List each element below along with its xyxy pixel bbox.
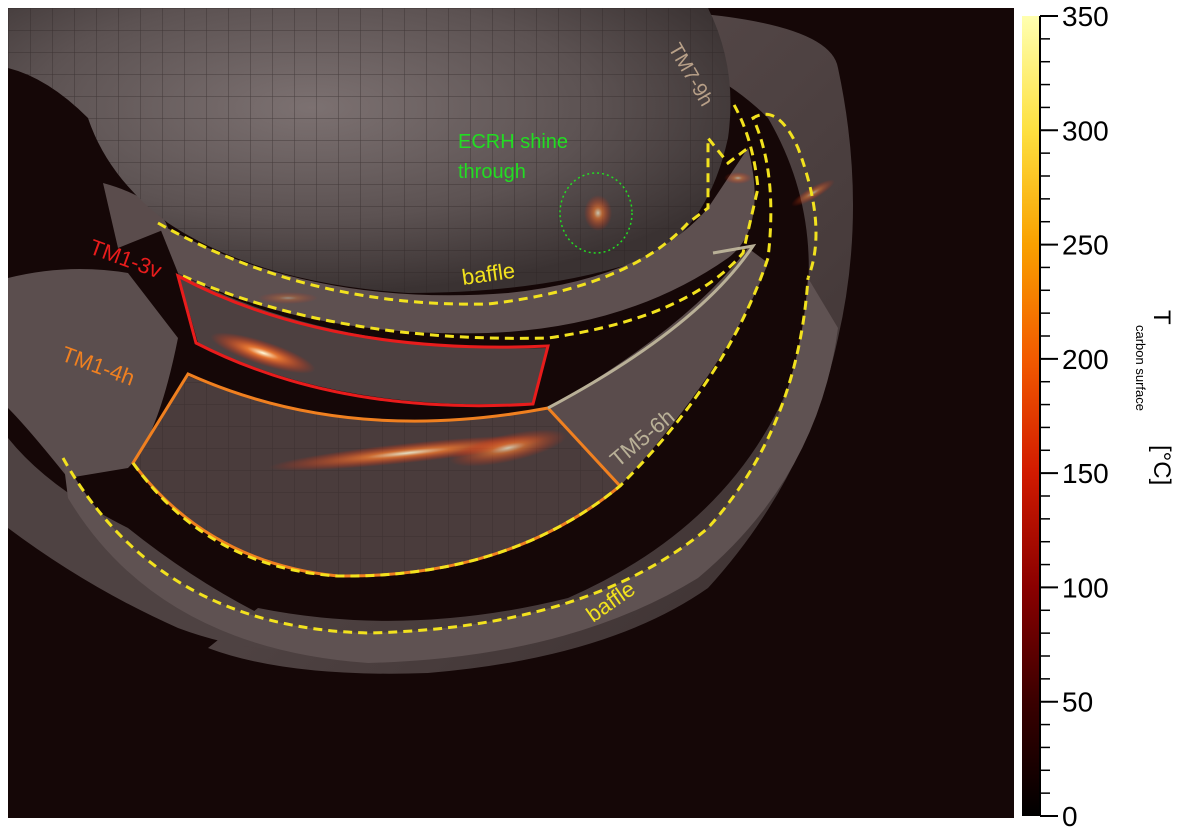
colorbar-tick-label: 300 <box>1062 115 1109 146</box>
colorbar-tick-label: 350 <box>1062 1 1109 32</box>
colorbar-tick-label: 150 <box>1062 458 1109 489</box>
colorbar-label-unit: [°C] <box>1148 445 1175 485</box>
colorbar-label-main: T <box>1148 310 1175 325</box>
colorbar-tick-label: 100 <box>1062 572 1109 603</box>
colorbar-gradient <box>1022 16 1040 816</box>
ecrh-label: ECRH shine <box>458 131 568 153</box>
colorbar-label-sub: carbon surface <box>1133 325 1148 411</box>
colorbar-tick-label: 0 <box>1062 801 1078 830</box>
colorbar: 0 50 100 150 200 250 300 350 T carbon surface [… <box>1014 0 1177 832</box>
colorbar-tick-label: 250 <box>1062 230 1109 261</box>
ecrh-label-2: through <box>458 161 526 183</box>
colorbar-tick-label: 50 <box>1062 687 1093 718</box>
thermal-image: ECRH shine through TM7-9h TM1-3v TM1-4h … <box>8 8 1014 818</box>
colorbar-tick-label: 200 <box>1062 344 1109 375</box>
